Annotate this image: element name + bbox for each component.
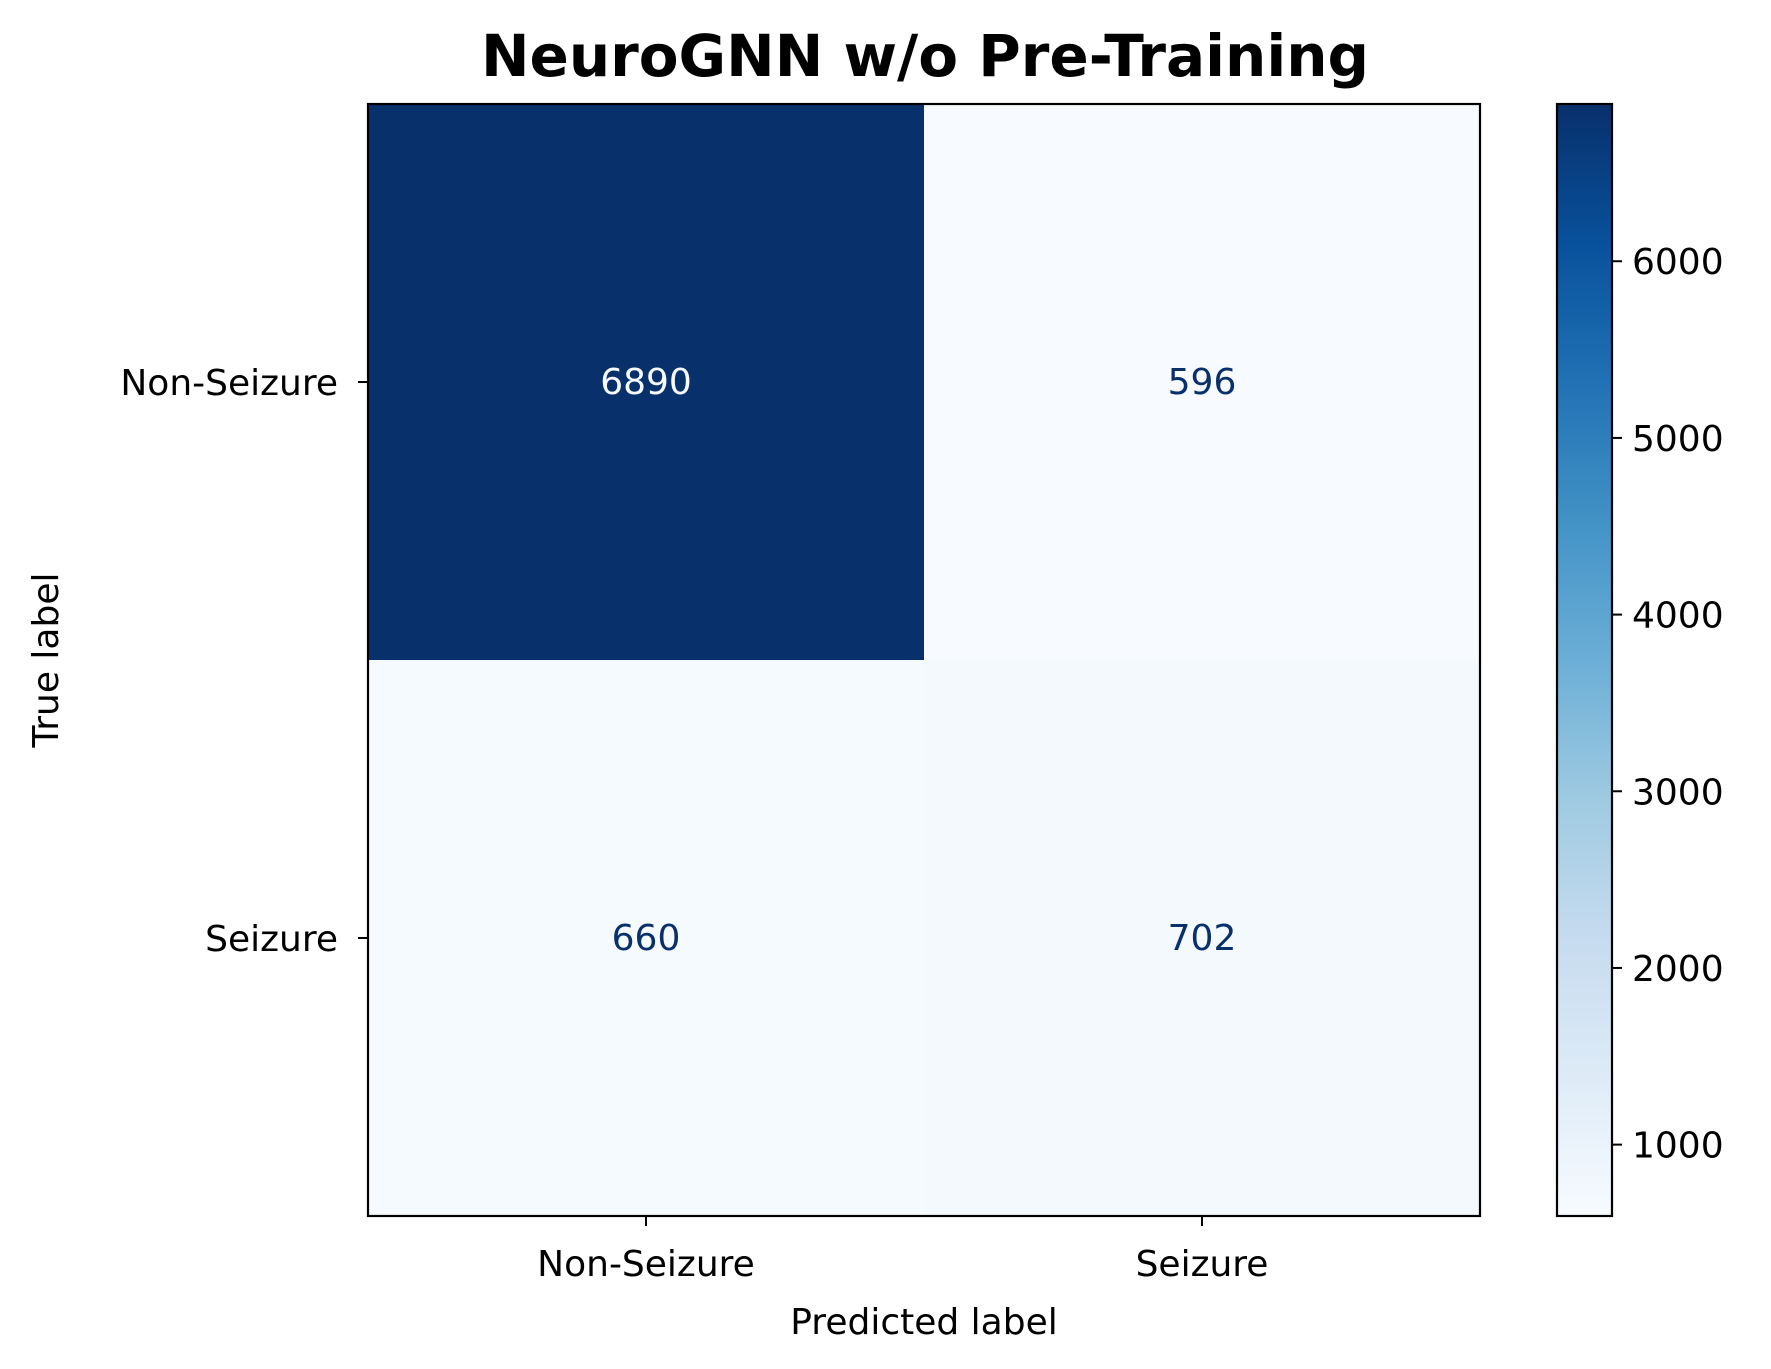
cell-value-r1-c0: 660 xyxy=(612,918,681,959)
heatmap-cell-r0-c1 xyxy=(924,104,1481,661)
cell-value-r0-c0: 6890 xyxy=(600,362,692,403)
heatmap-cell-r0-c0 xyxy=(368,104,925,661)
x-axis: Non-Seizure Seizure xyxy=(537,1216,1268,1285)
cell-value-r0-c1: 596 xyxy=(1168,362,1237,403)
chart-title: NeuroGNN w/o Pre-Training xyxy=(481,22,1369,90)
y-axis-title: True label xyxy=(26,573,67,749)
colorbar-ticks: 1000 2000 3000 4000 5000 6000 xyxy=(1612,242,1724,1167)
y-tick-label: Seizure xyxy=(205,919,338,960)
heatmap-cells xyxy=(368,104,1481,1217)
y-tick-label: Non-Seizure xyxy=(120,363,338,404)
colorbar-tick-label: 4000 xyxy=(1632,596,1724,637)
x-tick-label: Seizure xyxy=(1136,1244,1269,1285)
cell-value-r1-c1: 702 xyxy=(1168,918,1237,959)
y-axis: Non-Seizure Seizure xyxy=(120,363,368,960)
cell-value-labels: 6890 596 660 702 xyxy=(600,362,1236,959)
x-tick-label: Non-Seizure xyxy=(537,1244,755,1285)
x-axis-title: Predicted label xyxy=(790,1302,1058,1343)
colorbar-tick-label: 1000 xyxy=(1632,1126,1724,1167)
heatmap-cell-r1-c1 xyxy=(924,660,1481,1217)
colorbar-tick-label: 5000 xyxy=(1632,419,1724,460)
colorbar-tick-label: 3000 xyxy=(1632,772,1724,813)
heatmap-cell-r1-c0 xyxy=(368,660,925,1217)
colorbar-gradient xyxy=(1555,102,1614,1218)
colorbar-tick-label: 2000 xyxy=(1632,949,1724,990)
colorbar-tick-label: 6000 xyxy=(1632,242,1724,283)
plot-frame xyxy=(366,102,1482,1218)
